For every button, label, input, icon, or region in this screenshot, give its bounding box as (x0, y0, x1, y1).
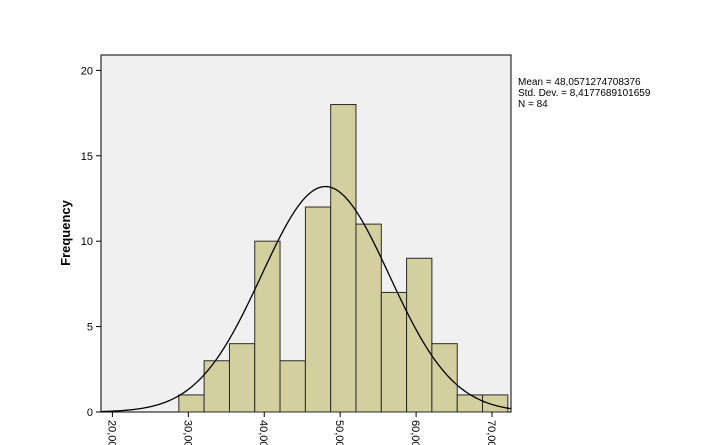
histogram-bar-0 (178, 394, 205, 413)
normal-curve (100, 185, 512, 413)
mean-label: Mean = 48,0571274708376 (518, 77, 641, 88)
x-tick-label: 50,00 (333, 420, 345, 445)
n-label: N = 84 (518, 99, 548, 110)
y-tick-label: 15 (81, 151, 93, 163)
x-tick-label: 40,00 (257, 420, 269, 445)
histogram-bar-12 (482, 394, 509, 413)
histogram-bars (178, 104, 509, 413)
axes: 0 5 10 15 20 20,00 30,00 40,00 50,00 60,00 70,00 (81, 65, 497, 445)
y-tick-label: 20 (81, 65, 93, 77)
histogram-bar-3 (254, 240, 281, 413)
x-tick-label: 70,00 (485, 420, 497, 445)
x-tick-label: 60,00 (409, 420, 421, 445)
histogram-bar-4 (279, 360, 306, 413)
y-axis-label: Frequency (58, 199, 73, 266)
histogram-bar-11 (456, 394, 484, 413)
histogram-bar-6 (330, 104, 357, 413)
histogram-bar-10 (431, 343, 458, 413)
x-tick-label: 20,00 (105, 420, 117, 445)
histogram-bar-2 (228, 343, 256, 413)
x-tick-label: 30,00 (181, 420, 193, 445)
y-tick-label: 0 (87, 407, 93, 419)
y-tick-label: 10 (81, 236, 93, 248)
statistics-box: Mean = 48,0571274708376 Std. Dev. = 8,41… (518, 77, 651, 110)
histogram-bar-7 (355, 223, 382, 413)
histogram-bar-1 (203, 360, 230, 413)
histogram-bar-8 (380, 291, 408, 413)
histogram-bar-5 (304, 206, 332, 413)
y-tick-label: 5 (87, 322, 93, 334)
std-dev-label: Std. Dev. = 8,4177689101659 (518, 88, 651, 99)
normal-curve-layer (100, 185, 512, 413)
